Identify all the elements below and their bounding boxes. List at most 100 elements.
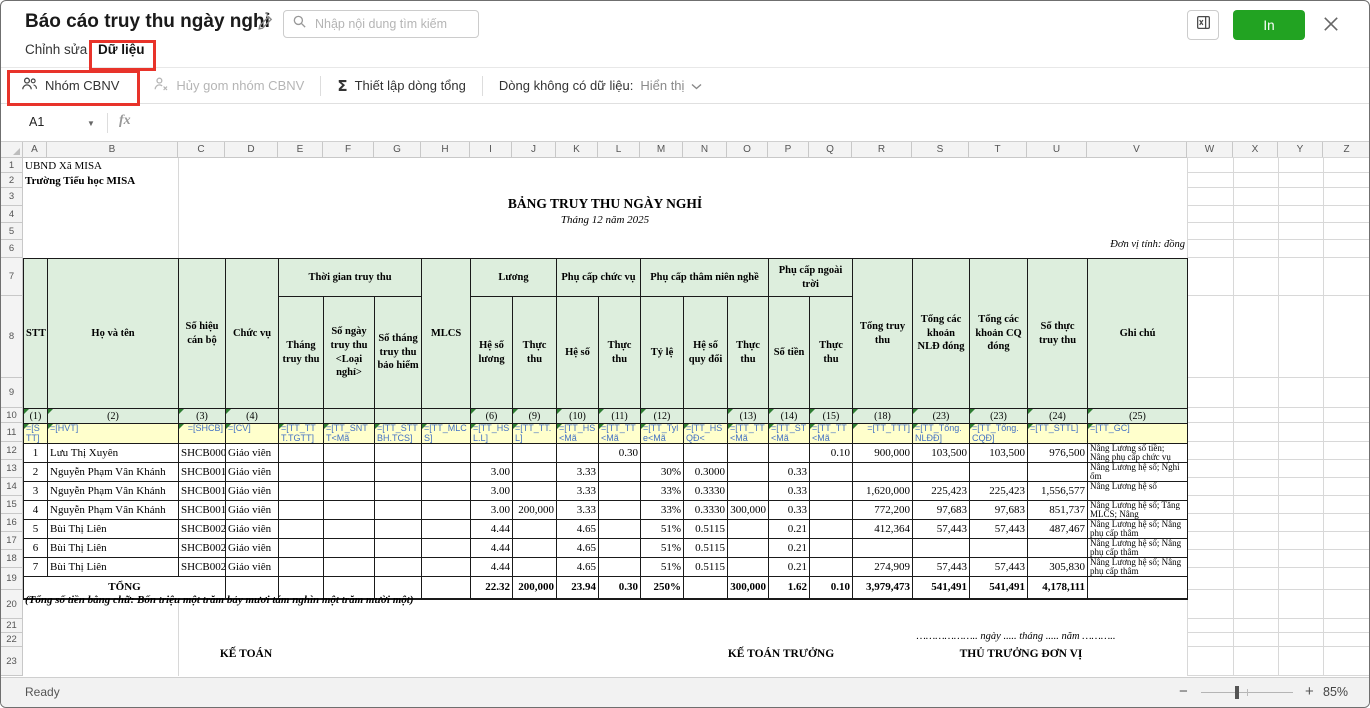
column-number-cell[interactable]: (10) [556, 408, 600, 424]
table-subheader-cell[interactable]: Tháng truy thu [278, 296, 324, 409]
table-cell[interactable]: Nâng Lương số tiền; Nâng phụ cấp chức vụ [1087, 443, 1189, 463]
report-subtitle[interactable]: Tháng 12 năm 2025 [560, 214, 650, 226]
column-number-cell[interactable]: (13) [727, 408, 770, 424]
table-cell[interactable]: 51% [640, 557, 685, 577]
column-header-cell[interactable]: C [178, 142, 225, 158]
column-header-cell[interactable]: R [852, 142, 912, 158]
table-cell[interactable]: 5 [23, 519, 48, 539]
table-cell[interactable]: 4.44 [470, 538, 514, 558]
total-cell[interactable]: 541,491 [912, 576, 971, 600]
tab-du-lieu[interactable]: Dữ liệu [98, 42, 145, 57]
table-cell[interactable] [969, 462, 1029, 482]
column-number-cell[interactable]: (14) [768, 408, 811, 424]
table-header-cell[interactable]: STT [23, 258, 48, 409]
table-cell[interactable] [373, 519, 423, 539]
table-cell[interactable]: 4.65 [556, 519, 600, 539]
table-header-cell[interactable]: Thời gian truy thu [277, 258, 423, 297]
row-number-cell[interactable]: 10 [1, 408, 23, 423]
table-header-cell[interactable]: Chức vụ [225, 258, 279, 409]
field-code-cell[interactable]: =[TT_HSL.L] [470, 423, 514, 444]
table-cell[interactable]: 0.5115 [683, 519, 729, 539]
total-cell[interactable] [683, 576, 729, 600]
table-cell[interactable]: Giáo viên [225, 500, 279, 520]
column-number-cell[interactable]: (1) [23, 408, 48, 424]
table-cell[interactable]: Nguyễn Phạm Vân Khánh [47, 481, 179, 501]
table-cell[interactable]: 900,000 [852, 443, 914, 463]
field-code-cell[interactable]: =[TT_SNTT<Mã [323, 423, 375, 444]
table-cell[interactable]: SHCB002 [178, 538, 226, 558]
table-cell[interactable] [373, 557, 423, 577]
table-cell[interactable]: Giáo viên [225, 462, 279, 482]
table-cell[interactable]: 30% [640, 462, 685, 482]
table-cell[interactable]: 103,500 [912, 443, 971, 463]
table-cell[interactable]: SHCB002 [178, 519, 226, 539]
table-cell[interactable]: Giáo viên [225, 481, 279, 501]
table-cell[interactable] [278, 519, 324, 539]
table-cell[interactable] [323, 519, 375, 539]
table-cell[interactable]: 97,683 [912, 500, 971, 520]
total-cell[interactable]: 1.62 [768, 576, 811, 600]
table-cell[interactable]: 57,443 [912, 519, 971, 539]
table-cell[interactable] [727, 557, 770, 577]
table-cell[interactable] [278, 538, 324, 558]
table-cell[interactable]: Bùi Thị Liên [47, 557, 179, 577]
ungroup-cbnv-button[interactable]: Hủy gom nhóm CBNV [141, 72, 316, 100]
table-cell[interactable]: 4.65 [556, 538, 600, 558]
table-cell[interactable]: 0.21 [768, 557, 811, 577]
signature-ke-toan[interactable]: KẾ TOÁN [219, 648, 273, 660]
column-header-cell[interactable]: I [470, 142, 512, 158]
table-cell[interactable] [373, 481, 423, 501]
row-number-cell[interactable]: 8 [1, 296, 23, 378]
column-header-cell[interactable]: B [47, 142, 178, 158]
column-header-cell[interactable]: H [421, 142, 470, 158]
table-cell[interactable]: 51% [640, 519, 685, 539]
table-cell[interactable] [512, 557, 558, 577]
column-number-cell[interactable] [278, 408, 324, 424]
total-cell[interactable]: 4,178,111 [1027, 576, 1089, 600]
table-cell[interactable]: 3.00 [470, 500, 514, 520]
table-header-cell[interactable]: Phụ cấp ngoài trời [768, 258, 854, 297]
setup-total-row-button[interactable]: Σ Thiết lập dòng tổng [337, 76, 466, 95]
table-cell[interactable] [470, 443, 514, 463]
search-box[interactable] [283, 10, 479, 38]
table-cell[interactable] [598, 519, 642, 539]
table-cell[interactable]: Nâng Lương hệ số [1087, 481, 1189, 501]
column-number-cell[interactable]: (9) [512, 408, 558, 424]
row-number-cell[interactable]: 9 [1, 378, 23, 408]
table-cell[interactable]: SHCB001 [178, 481, 226, 501]
table-cell[interactable]: 51% [640, 538, 685, 558]
field-code-cell[interactable]: =[HVT] [47, 423, 179, 444]
column-number-cell[interactable]: (12) [640, 408, 685, 424]
table-cell[interactable]: 3.00 [470, 481, 514, 501]
table-cell[interactable]: 851,737 [1027, 500, 1089, 520]
table-header-cell[interactable]: MLCS [421, 258, 472, 409]
table-cell[interactable] [373, 462, 423, 482]
table-cell[interactable]: 6 [23, 538, 48, 558]
table-header-cell[interactable]: Số thực truy thu [1027, 258, 1089, 409]
org-name-1[interactable]: UBND Xã MISA [25, 160, 102, 172]
signature-thu-truong[interactable]: THỦ TRƯỞNG ĐƠN VỊ [959, 648, 1083, 660]
table-cell[interactable] [512, 462, 558, 482]
table-subheader-cell[interactable]: Thực thu [598, 296, 642, 409]
table-cell[interactable]: Nâng Lương hệ số; Tăng MLCS; Nâng [1087, 500, 1189, 520]
table-subheader-cell[interactable]: Thực thu [727, 296, 770, 409]
table-cell[interactable] [421, 519, 472, 539]
edit-title-pencil-icon[interactable] [257, 14, 274, 36]
table-cell[interactable] [323, 538, 375, 558]
table-cell[interactable] [512, 443, 558, 463]
total-cell[interactable] [373, 576, 423, 600]
total-cell[interactable] [421, 576, 472, 600]
table-cell[interactable]: 3.33 [556, 481, 600, 501]
field-code-cell[interactable]: =[TT_TT.L] [512, 423, 558, 444]
table-header-cell[interactable]: Phụ cấp thâm niên nghề [640, 258, 770, 297]
table-cell[interactable]: 0.33 [768, 481, 811, 501]
table-header-cell[interactable]: Tổng các khoản NLĐ đóng [912, 258, 971, 409]
table-cell[interactable]: 487,467 [1027, 519, 1089, 539]
column-header-cell[interactable]: D [225, 142, 278, 158]
field-code-cell[interactable]: =[TT_Tyle<Mã [640, 423, 685, 444]
column-header-cell[interactable]: O [727, 142, 768, 158]
close-button[interactable] [1319, 14, 1343, 38]
row-number-cell[interactable]: 5 [1, 223, 23, 240]
table-subheader-cell[interactable]: Số ngày truy thu <Loại nghỉ> [323, 296, 375, 409]
table-subheader-cell[interactable]: Hệ số [556, 296, 600, 409]
